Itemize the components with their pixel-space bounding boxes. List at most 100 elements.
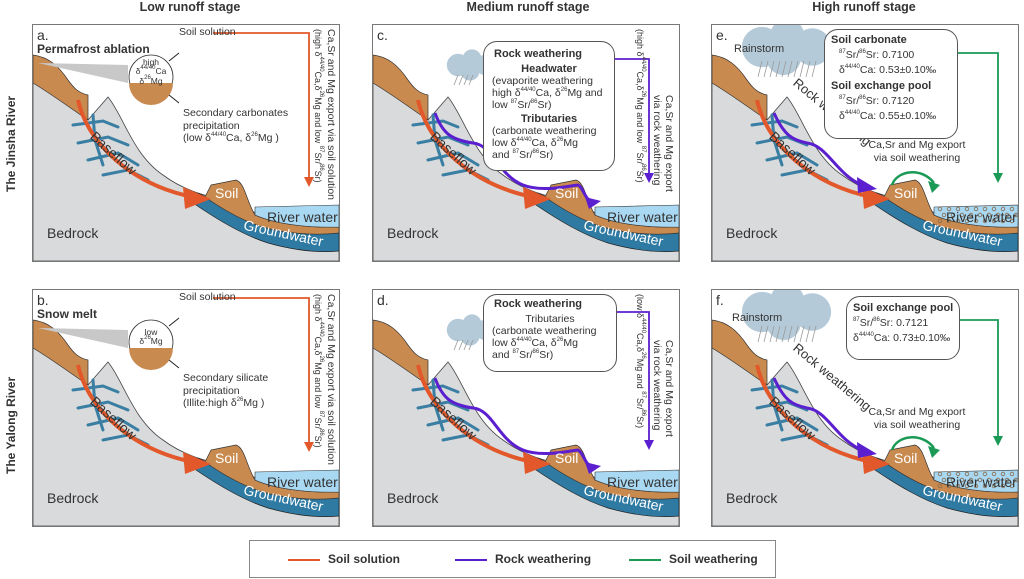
river-water-label: River water [267,209,338,225]
baseflow-arrowhead [862,187,890,209]
upslope-soil-cap [712,319,768,386]
baseflow-arrowhead [523,187,551,209]
soil-weathering-curl-arrow [890,436,935,451]
bedrock-label: Bedrock [726,490,778,506]
legend-line-rock-weathering [455,559,487,561]
rock-weathering-export-arrow [613,58,650,177]
baseflow-arrowhead [862,452,890,474]
rock-weathering-arrowhead [585,462,601,474]
soil-weathering-export-label: Ca,Sr and Mg export via soil weathering [868,139,966,164]
panel-c-medium-runoff-jinsha: Baseflow Bedrock Soil River water Groundwate… [372,24,680,262]
bedrock-label: Bedrock [47,490,99,506]
soil-pool-box: Soil exchange pool 87Sr/86Sr: 0.7121 δ44/4… [846,296,960,360]
river-water-label: River water [946,209,1017,225]
rock-weathering-box: Rock weathering Headwater (evaporite weath… [483,41,615,171]
water-source-label: Snow melt [37,307,98,321]
soil-weathering-export-arrow [958,319,999,440]
river-water-label: River water [267,474,338,490]
soil-layer [204,444,339,500]
river-water [933,469,1018,493]
column-title-low-runoff: Low runoff stage [139,0,241,14]
column-title-high-runoff: High runoff stage [812,0,916,14]
landscape-diagram [712,25,1018,261]
bedrock-label: Bedrock [387,490,439,506]
suspended-particles [937,471,1018,489]
soil-label: Soil [215,450,239,466]
secondary-precipitation-label: Secondary carbonates precipitation (low δ4… [183,107,289,145]
river-water-label: River water [946,474,1017,490]
suspended-particles [937,206,1018,224]
legend-line-soil-solution [288,559,320,561]
export-annotation-line1: Ca,Sr and Mg export [663,340,675,437]
export-annotation-line2: via rock weathering [651,340,663,431]
panel-letter: f. [716,292,724,308]
soil-layer [883,179,1018,235]
soil-solution-label: Soil solution [179,291,236,303]
baseflow-arrow [76,99,194,199]
water-source-label: Permafrost ablation [37,42,150,56]
panel-letter: c. [377,27,388,43]
soil-solution-export-arrow [213,297,310,448]
landscape-diagram [33,297,339,526]
soil-solution-export-arrow [213,32,310,183]
rock-weathering-box: Rock weathering Tributaries (carbonate wea… [483,294,617,372]
export-annotation-line2: via rock weathering [651,95,663,186]
river-water [254,469,339,493]
export-annotation-line1: Ca,Sr and Mg export [663,95,675,192]
soil-label: Soil [215,185,239,201]
baseflow-arrow [76,364,194,464]
upslope-soil-cap [373,54,429,121]
legend-label-soil-weathering: Soil weathering [669,552,758,566]
baseflow-arrow [416,99,534,199]
rock-weathering-export-arrow [615,311,650,445]
panel-letter: d. [377,292,389,308]
rock-weathering-arrow [433,377,594,470]
export-annotation-line1: Ca,Sr and Mg export via soil solution [325,294,337,465]
baseflow-arrowhead [523,452,551,474]
export-annotation-line2: (high δ44/40Ca,δ26Mg and low 87Sr/86Sr) [313,29,324,183]
bedrock-label: Bedrock [47,225,99,241]
upslope-soil-cap [712,54,768,121]
export-annotation-line2: (high δ44/40Ca,δ26Mg and low 87Sr/86Sr) [313,294,324,448]
rock-weathering-arrow [772,112,863,187]
export-annotation-line1: Ca,Sr and Mg export via soil solution [325,29,337,200]
panel-f-high-runoff-yalong: Baseflow Bedrock Soil River water Groundwate… [711,289,1019,527]
legend-label-rock-weathering: Rock weathering [495,552,592,566]
panel-b-low-runoff-yalong: Baseflow Bedrock Soil River water Groundwate… [32,289,340,527]
row-title-jinsha: The Jinsha River [4,95,18,192]
rainstorm-label: Rainstorm [734,43,785,55]
soil-layer [204,179,339,235]
soil-label: Soil [555,185,579,201]
baseflow-arrow [416,364,534,464]
river-water-label: River water [607,209,678,225]
rock-weathering-arrow [433,112,594,205]
soil-label: Soil [894,450,918,466]
baseflow-arrowhead [183,452,211,474]
inset-isotope-label: high δ44/40Ca δ26Mg [135,57,167,86]
river-water [933,204,1018,228]
soil-label: Soil [894,185,918,201]
export-annotation-line3: (low δ44/40Ca,δ26Mg and 87Sr/86Sr) [635,294,646,429]
panel-letter: b. [37,292,49,308]
baseflow-arrow [755,99,873,199]
legend: Soil solution Rock weathering Soil weath… [249,540,776,578]
rock-weathering-arrowhead [585,197,601,209]
soil-weathering-export-label: Ca,Sr and Mg export via soil weathering [868,406,966,431]
bedrock-label: Bedrock [387,225,439,241]
column-title-medium-runoff: Medium runoff stage [466,0,590,14]
box-title: Rock weathering [494,298,583,310]
rock-weathering-arrowhead [857,442,877,458]
rock-weathering-arrowhead [857,177,877,193]
box-title: Rock weathering [494,48,583,60]
legend-label-soil-solution: Soil solution [328,552,400,566]
panel-letter: e. [716,27,728,43]
soil-weathering-curl-arrow [890,171,935,186]
baseflow-arrow [755,364,873,464]
legend-line-soil-weathering [629,559,661,561]
river-water [254,204,339,228]
row-title-yalong: The Yalong River [4,376,18,474]
bedrock-label: Bedrock [726,225,778,241]
soil-solution-label: Soil solution [179,26,236,38]
upslope-soil-cap [373,319,429,386]
panel-a-low-runoff-jinsha: Baseflow Bedrock Soil River water Groundwate… [32,24,340,262]
